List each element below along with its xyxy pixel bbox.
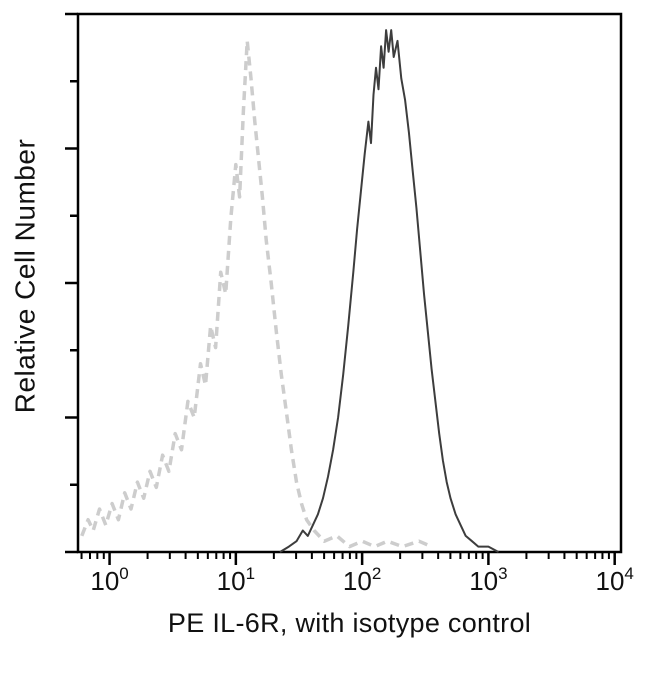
series-isotype-control <box>80 39 433 549</box>
y-axis-title: Relative Cell Number <box>9 138 41 414</box>
x-axis-title: PE IL-6R, with isotype control <box>167 608 532 638</box>
y-axis-title-wrap: Relative Cell Number <box>2 0 48 552</box>
x-tick-label: 101 <box>217 564 255 596</box>
x-tick-label: 104 <box>595 564 633 596</box>
x-tick-label: 103 <box>469 564 507 596</box>
x-tick-label: 102 <box>343 564 381 596</box>
x-tick-label: 100 <box>90 564 128 596</box>
series-PE-IL-6R <box>279 29 499 553</box>
